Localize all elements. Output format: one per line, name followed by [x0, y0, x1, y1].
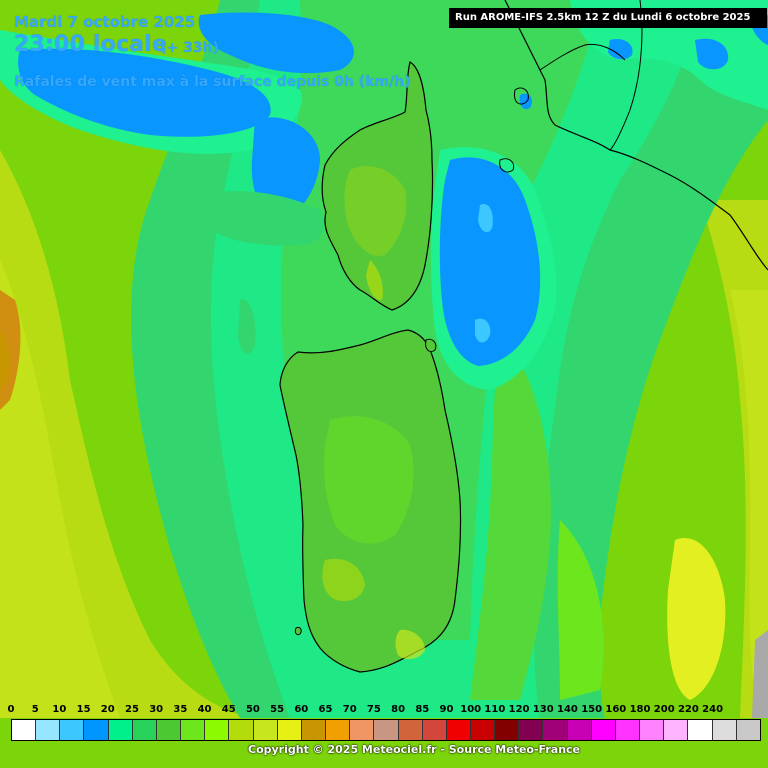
legend-swatch: [132, 720, 157, 740]
legend-swatch: [422, 720, 447, 740]
legend-swatch: [181, 720, 206, 740]
legend-swatch: [567, 720, 592, 740]
legend-swatch: [326, 720, 351, 740]
legend-tick: 110: [484, 704, 506, 715]
legend-swatch: [60, 720, 85, 740]
legend-tick: 25: [124, 704, 139, 715]
legend-swatch: [495, 720, 520, 740]
forecast-offset: (+ 33h): [160, 40, 219, 56]
legend-tick: 55: [270, 704, 285, 715]
legend-swatch: [664, 720, 689, 740]
legend-swatch: [108, 720, 133, 740]
legend-tick: 200: [653, 704, 675, 715]
legend-tick: 75: [366, 704, 381, 715]
legend-tick: 45: [221, 704, 236, 715]
legend-tick-labels: 0 5 10 15 20 25 30 35 40 45 50 55 60 65 70 75 80 85 90 100 1…: [0, 704, 768, 718]
legend-tick: 220: [677, 704, 699, 715]
legend-swatch: [253, 720, 278, 740]
legend-swatch: [712, 720, 737, 740]
legend-tick: 65: [318, 704, 333, 715]
forecast-local-time: 23:00 locale: [14, 32, 168, 57]
run-info-text: Run AROME-IFS 2.5km 12 Z du Lundi 6 octo…: [455, 12, 751, 23]
legend-swatch: [736, 720, 760, 740]
legend-tick: 240: [702, 704, 724, 715]
legend-swatch: [205, 720, 230, 740]
legend-tick: 150: [581, 704, 603, 715]
legend-tick: 70: [342, 704, 357, 715]
legend-swatch: [398, 720, 423, 740]
legend-tick: 20: [100, 704, 115, 715]
legend-swatch: [374, 720, 399, 740]
legend-color-scale: [11, 719, 761, 741]
legend-swatch: [350, 720, 375, 740]
legend-tick: 140: [557, 704, 578, 715]
legend-tick: 60: [294, 704, 309, 715]
legend-tick: 120: [508, 704, 530, 715]
legend-swatch: [519, 720, 544, 740]
legend-tick: 50: [245, 704, 260, 715]
legend-tick: 15: [76, 704, 91, 715]
legend-swatch: [12, 720, 37, 740]
legend-swatch: [229, 720, 254, 740]
legend-tick: 30: [149, 704, 164, 715]
run-info-box: Run AROME-IFS 2.5km 12 Z du Lundi 6 octo…: [449, 8, 767, 28]
legend-swatch: [640, 720, 665, 740]
forecast-date: Mardi 7 octobre 2025: [14, 13, 196, 31]
legend-tick: 35: [173, 704, 188, 715]
legend-tick: 85: [415, 704, 430, 715]
legend-tick: 10: [52, 704, 67, 715]
legend-tick: 180: [629, 704, 651, 715]
legend-swatch: [591, 720, 616, 740]
legend-swatch: [36, 720, 61, 740]
legend-swatch: [543, 720, 568, 740]
legend-tick: 0: [7, 704, 15, 715]
legend-swatch: [84, 720, 109, 740]
legend-tick: 90: [439, 704, 454, 715]
legend-swatch: [615, 720, 641, 740]
parameter-title: Rafales de vent max à la surface depuis …: [14, 74, 411, 90]
legend-tick: 5: [31, 704, 39, 715]
legend-tick: 40: [197, 704, 212, 715]
legend-swatch: [470, 720, 496, 740]
legend-tick: 130: [532, 704, 554, 715]
legend-tick: 80: [391, 704, 406, 715]
copyright-text: Copyright © 2025 Meteociel.fr - Source M…: [248, 743, 581, 756]
legend-tick: 100: [460, 704, 482, 715]
legend-swatch: [688, 720, 713, 740]
legend-tick: 160: [605, 704, 627, 715]
legend-swatch: [446, 720, 471, 740]
legend-swatch: [277, 720, 302, 740]
legend-swatch: [156, 720, 182, 740]
legend-swatch: [301, 720, 327, 740]
